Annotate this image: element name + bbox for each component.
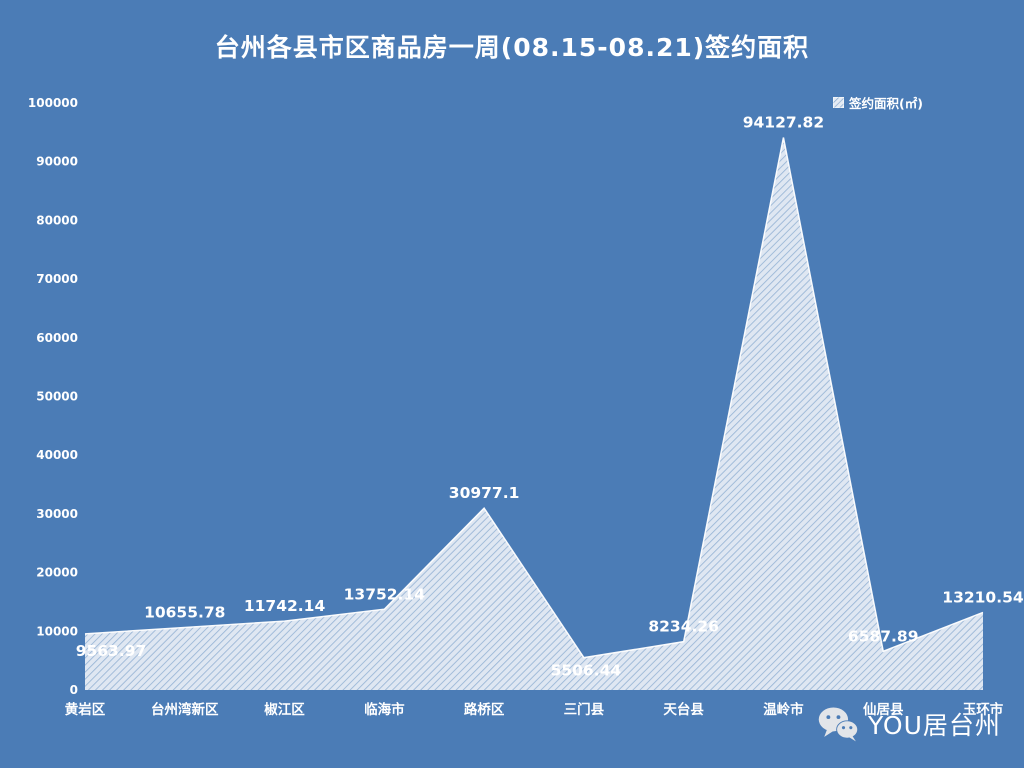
- x-category-label: 天台县: [663, 701, 704, 718]
- wechat-icon: [818, 707, 859, 742]
- value-label: 11742.14: [244, 597, 326, 615]
- x-category-label: 黄岩区: [65, 701, 106, 718]
- value-label: 10655.78: [144, 603, 225, 621]
- value-label: 30977.1: [449, 484, 520, 502]
- y-tick-label: 0: [70, 683, 78, 697]
- y-tick-label: 90000: [36, 155, 78, 169]
- value-label: 9563.97: [76, 642, 147, 660]
- y-tick-label: 60000: [36, 331, 78, 345]
- y-tick-label: 100000: [28, 96, 78, 110]
- x-category-label: 温岭市: [763, 701, 804, 718]
- value-label: 13210.54: [942, 588, 1024, 606]
- x-category-label: 三门县: [564, 701, 605, 718]
- x-category-label: 临海市: [364, 701, 405, 718]
- area-fill: [85, 137, 983, 690]
- value-label: 6587.89: [848, 627, 919, 645]
- x-category-label: 台州湾新区: [151, 701, 219, 718]
- watermark: YOU居台州: [816, 700, 1001, 748]
- y-tick-label: 30000: [36, 507, 78, 521]
- value-label: 5506.44: [551, 662, 622, 680]
- x-category-label: 玉环市: [963, 701, 1004, 718]
- chart-title: 台州各县市区商品房一周(08.15-08.21)签约面积: [214, 33, 810, 62]
- legend-label: 签约面积(㎡): [849, 95, 923, 111]
- y-tick-label: 70000: [36, 272, 78, 286]
- x-category-label: 椒江区: [264, 701, 305, 718]
- value-label: 13752.14: [344, 585, 426, 603]
- area-outline: [84, 137, 984, 659]
- y-tick-label: 40000: [36, 448, 78, 462]
- y-tick-label: 10000: [36, 624, 78, 638]
- y-tick-label: 80000: [36, 213, 78, 227]
- watermark-text: YOU居台州: [868, 711, 1001, 740]
- value-label: 94127.82: [743, 113, 824, 131]
- legend-swatch-icon: [833, 96, 844, 108]
- value-label: 8234.26: [648, 618, 719, 636]
- y-tick-label: 20000: [36, 566, 78, 580]
- legend: 签约面积(㎡): [833, 94, 923, 111]
- x-category-label: 路桥区: [464, 701, 505, 718]
- y-tick-label: 50000: [36, 390, 78, 404]
- x-category-label: 仙居县: [863, 701, 904, 718]
